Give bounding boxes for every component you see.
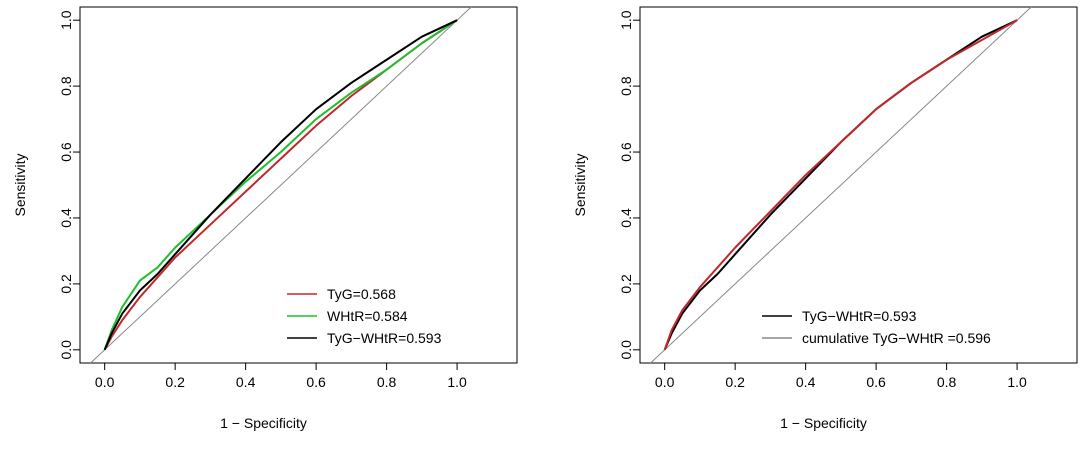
panel-0-x-tick-label: 0.0 (95, 374, 115, 390)
panel-0-legend-label-1: TyG=0.568 (327, 286, 396, 302)
panel-1-y-tick-label: 1.0 (618, 10, 634, 30)
panel-1-y-tick-label: 0.4 (618, 208, 634, 228)
panel-0-roc-curve-2 (103, 19, 458, 351)
panel-0-y-tick-label: 0.2 (58, 274, 74, 294)
panel-0-y-tick-label: 0.6 (58, 142, 74, 162)
panel-0-y-tick-label: 0.4 (58, 208, 74, 228)
panel-1-y-tick-label: 0.6 (618, 142, 634, 162)
panel-0-legend-label-2: WHtR=0.584 (327, 308, 408, 324)
panel-0-y-tick-label: 0.8 (58, 76, 74, 96)
panel-0-reference-diagonal (90, 6, 472, 364)
panel-1-x-tick-label: 0.8 (937, 374, 957, 390)
panel-1-y-axis-title: Sensitivity (572, 153, 588, 216)
panel-0-y-tick-label: 1.0 (58, 10, 74, 30)
roc-panel-left: 0.0 0.2 0.4 0.6 0.8 1.0 0.0 0.2 0.4 0.6 0.8 1.0 1 − … (12, 6, 518, 431)
panel-0-legend-label-3: TyG−WHtR=0.593 (327, 330, 442, 346)
panel-1-x-tick-label: 0.4 (796, 374, 816, 390)
roc-panel-right: 0.0 0.2 0.4 0.6 0.8 1.0 0.0 0.2 0.4 0.6 0.8 1.0 1 − … (572, 6, 1078, 431)
panel-1-x-tick-label: 0.0 (655, 374, 675, 390)
panel-0-x-tick-label: 1.0 (447, 374, 467, 390)
panel-0-x-tick-label: 0.8 (377, 374, 397, 390)
panel-0-y-tick-label: 0.0 (58, 340, 74, 360)
panel-1-x-tick-label: 0.2 (725, 374, 745, 390)
panel-0-x-tick-label: 0.4 (236, 374, 256, 390)
panel-1-x-axis-title: 1 − Specificity (780, 415, 867, 431)
panel-1-y-tick-label: 0.0 (618, 340, 634, 360)
panel-1-legend-label-2: cumulative TyG−WHtR =0.596 (802, 330, 991, 346)
panel-0-plot-frame (79, 6, 518, 364)
panel-1-x-tick-label: 0.6 (866, 374, 886, 390)
panel-1-roc-curve-2 (663, 19, 1018, 351)
panel-1-legend-label-1: TyG−WHtR=0.593 (802, 308, 917, 324)
panel-0-roc-curve-3 (103, 19, 458, 351)
panel-1-reference-diagonal (650, 6, 1032, 364)
panel-0-y-axis-title: Sensitivity (12, 153, 28, 216)
panel-0-x-tick-label: 0.6 (306, 374, 326, 390)
panel-1-x-tick-label: 1.0 (1007, 374, 1027, 390)
panel-1-y-tick-label: 0.2 (618, 274, 634, 294)
panel-1-y-tick-label: 0.8 (618, 76, 634, 96)
panel-0-x-axis-title: 1 − Specificity (220, 415, 307, 431)
panel-0-x-tick-label: 0.2 (165, 374, 185, 390)
